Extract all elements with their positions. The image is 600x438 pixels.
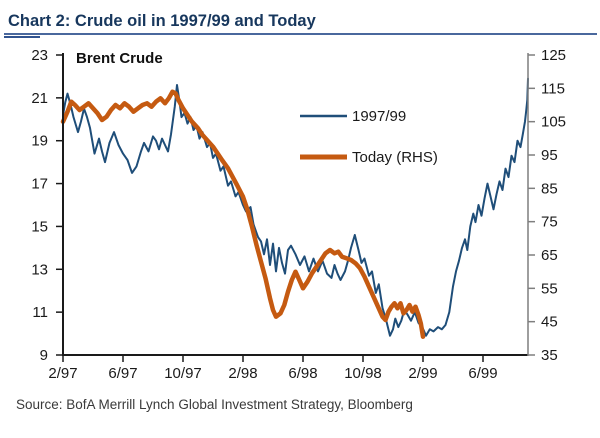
y-axis-right-tick-label: 115 <box>541 80 565 97</box>
y-axis-right-tick-label: 65 <box>541 247 558 264</box>
y-axis-right-tick-label: 55 <box>541 280 558 297</box>
legend: 1997/99 Today (RHS) <box>300 108 438 166</box>
y-axis-right-tick-label: 45 <box>541 314 558 331</box>
x-axis-tick-label: 2/99 <box>408 365 437 382</box>
page-title: Chart 2: Crude oil in 1997/99 and Today <box>8 12 317 30</box>
x-axis-tick-label: 2/97 <box>48 365 77 382</box>
y-axis-right-tick-label: 105 <box>541 114 566 131</box>
y-axis-left-tick-label: 19 <box>31 133 48 150</box>
y-axis-left-tick-label: 11 <box>32 304 48 321</box>
x-axis-tick-label: 6/99 <box>468 365 497 382</box>
y-axis-left-tick-label: 15 <box>31 218 48 235</box>
y-axis-left-tick-label: 21 <box>31 90 48 107</box>
y-axis-right-tick-label: 95 <box>541 147 558 164</box>
series-line-0 <box>62 77 529 337</box>
series-line-1 <box>60 89 426 339</box>
x-axis-tick-label: 6/97 <box>108 365 137 382</box>
x-axis-tick-label: 10/97 <box>164 365 202 382</box>
axes: 23 21 19 17 15 13 11 9 125 115 105 95 85 75 65 55 45 35 2/… <box>31 47 566 382</box>
x-axis-tick-label: 10/98 <box>344 365 382 382</box>
y-axis-right-tick-label: 35 <box>541 347 558 364</box>
y-axis-left-tick-label: 17 <box>31 176 48 193</box>
y-axis-left-tick-label: 9 <box>40 347 48 364</box>
x-axis-tick-label: 6/98 <box>288 365 317 382</box>
source-attribution: Source: BofA Merrill Lynch Global Invest… <box>16 397 413 412</box>
y-axis-right-tick-label: 75 <box>541 214 558 231</box>
y-axis-right-tick-label: 125 <box>541 47 566 64</box>
y-axis-left-tick-label: 13 <box>31 261 48 278</box>
legend-label-today-rhs: Today (RHS) <box>352 149 438 166</box>
legend-label-1997-99: 1997/99 <box>352 108 406 125</box>
x-axis-tick-label: 2/98 <box>228 365 257 382</box>
plot-label-brent-crude: Brent Crude <box>76 50 163 67</box>
y-axis-left-tick-label: 23 <box>31 47 48 64</box>
y-axis-right-tick-label: 85 <box>541 180 558 197</box>
data-series <box>60 77 529 339</box>
